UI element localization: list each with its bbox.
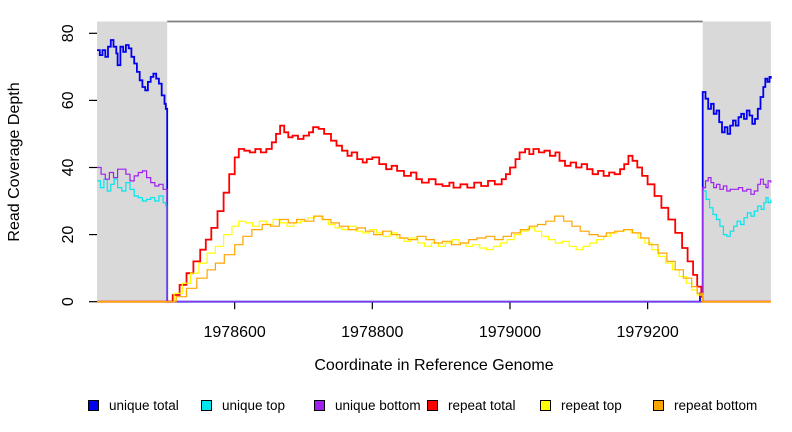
- series-line-repeat-bottom: [97, 215, 771, 303]
- legend-item-repeat-top: repeat top: [540, 398, 622, 413]
- legend-swatch-unique-total: [88, 400, 99, 411]
- unique-region-shade-right: [702, 21, 771, 302]
- legend-swatch-repeat-top: [540, 400, 551, 411]
- series-line-repeat-total: [97, 124, 771, 303]
- y-tick-label: 60: [60, 91, 77, 109]
- legend-swatch-repeat-total: [427, 400, 438, 411]
- legend-item-repeat-total: repeat total: [427, 398, 516, 413]
- legend-label: repeat total: [448, 398, 516, 413]
- legend-item-unique-total: unique total: [88, 398, 179, 413]
- x-tick-label: 1978800: [341, 324, 403, 341]
- legend-swatch-repeat-bottom: [653, 400, 664, 411]
- y-tick-label: 40: [60, 159, 77, 177]
- y-tick-label: 80: [60, 24, 77, 42]
- y-tick-label: 0: [60, 297, 77, 306]
- y-axis-title: Read Coverage Depth: [6, 82, 23, 241]
- legend-swatch-unique-bottom: [314, 400, 325, 411]
- legend: unique total unique top unique bottom repea…: [0, 398, 792, 416]
- legend-item-repeat-bottom: repeat bottom: [653, 398, 757, 413]
- x-tick-label: 1979000: [479, 324, 541, 341]
- series-line-unique-bottom: [97, 166, 772, 303]
- legend-label: repeat bottom: [674, 398, 758, 413]
- series-line-unique-total: [97, 39, 772, 303]
- legend-item-unique-top: unique top: [201, 398, 285, 413]
- legend-item-unique-bottom: unique bottom: [314, 398, 421, 413]
- legend-swatch-unique-top: [201, 400, 212, 411]
- x-tick-label: 1979200: [616, 324, 678, 341]
- series-line-unique-top: [97, 178, 772, 303]
- legend-label: unique total: [109, 398, 179, 413]
- unique-region-shade-left: [97, 21, 168, 302]
- x-tick-label: 1978600: [204, 324, 266, 341]
- series-line-repeat-top: [97, 215, 771, 303]
- legend-label: unique bottom: [335, 398, 421, 413]
- x-axis-title: Coordinate in Reference Genome: [314, 357, 553, 374]
- legend-label: unique top: [222, 398, 286, 413]
- legend-label: repeat top: [561, 398, 622, 413]
- y-tick-label: 20: [60, 226, 77, 244]
